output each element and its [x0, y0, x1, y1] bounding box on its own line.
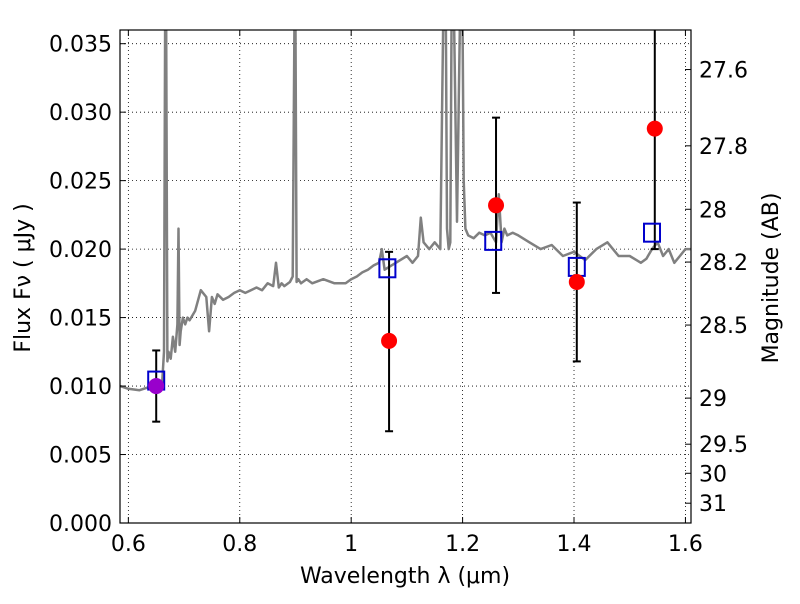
observed-flux-point: [646, 120, 663, 137]
y-tick-label: 0.035: [49, 33, 112, 58]
spectrum-line: [120, 30, 691, 392]
y-tick-label: 0.015: [49, 307, 112, 332]
y2-tick-label: 28.5: [699, 314, 748, 339]
x-axis-label: Wavelength λ (μm): [300, 564, 510, 589]
observed-flux-point: [488, 197, 505, 214]
y-tick-label: 0.005: [49, 444, 112, 469]
y2-tick-label: 28: [699, 198, 727, 223]
y2-tick-label: 29: [699, 387, 727, 412]
observed-flux-point: [568, 273, 585, 290]
model-square-marker: [378, 258, 397, 279]
y-tick-label: 0.020: [49, 238, 112, 263]
y2-axis-label: Magnitude (AB): [759, 193, 784, 364]
model-square-marker: [643, 222, 662, 243]
x-tick-label: 1: [344, 532, 358, 557]
x-tick-label: 0.6: [111, 532, 146, 557]
y-tick-label: 0.030: [49, 101, 112, 126]
plot-frame: [119, 29, 692, 524]
plot-background: [120, 30, 691, 523]
x-tick-label: 1.4: [557, 532, 592, 557]
x-tick-label: 1.6: [668, 532, 703, 557]
y-tick-label: 0.010: [49, 375, 112, 400]
model-square-marker: [484, 230, 503, 251]
y-tick-label: 0.025: [49, 170, 112, 195]
model-spectrum: [120, 30, 691, 392]
y2-tick-label: 29.5: [699, 433, 748, 458]
y2-tick-label: 27.8: [699, 135, 748, 160]
x-tick-label: 0.8: [222, 532, 257, 557]
y2-tick-label: 28.2: [699, 251, 748, 276]
y-axis-label: Flux Fν ( μJy ): [11, 203, 36, 352]
axes: 0.6 0.8 1 1.2 1.4 1.6 0.000 0.005 0.010 0.015 0.02…: [49, 30, 748, 557]
y2-tick-label: 31: [699, 492, 727, 517]
observed-flux-point: [148, 378, 165, 395]
data-markers: [147, 120, 663, 395]
x-tick-label: 1.2: [445, 532, 480, 557]
observed-flux-point: [381, 332, 398, 349]
y2-tick-label: 30: [699, 462, 727, 487]
y2-tick-label: 27.6: [699, 59, 748, 84]
y-tick-label: 0.000: [49, 512, 112, 537]
